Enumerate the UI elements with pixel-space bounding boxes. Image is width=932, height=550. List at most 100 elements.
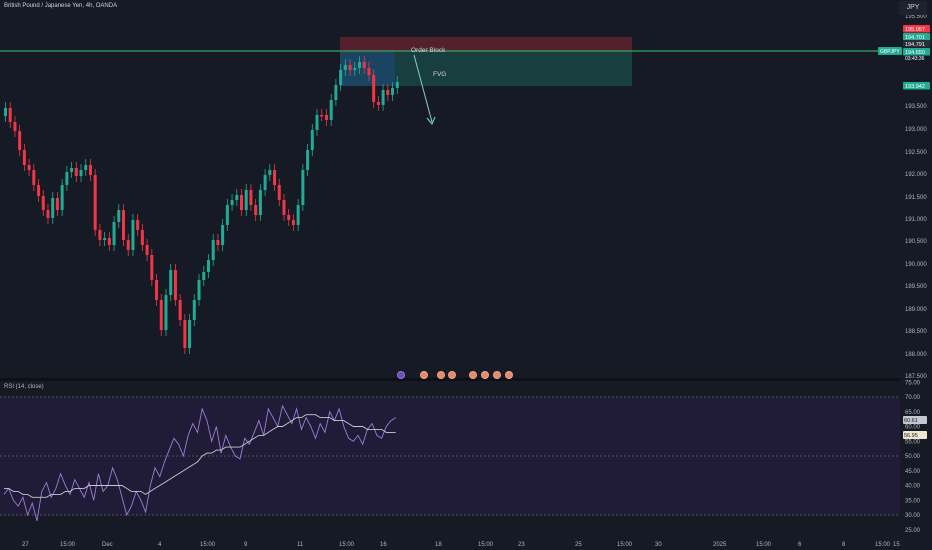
candle[interactable] (65, 172, 69, 185)
candle[interactable] (202, 272, 206, 280)
event-flag-icon[interactable] (420, 371, 428, 379)
candle[interactable] (273, 170, 277, 185)
candle[interactable] (216, 240, 220, 245)
candle[interactable] (131, 220, 135, 250)
currency-button[interactable]: JPY (899, 1, 927, 15)
event-flag-icon[interactable] (437, 371, 445, 379)
candle[interactable] (339, 70, 343, 85)
candle[interactable] (291, 220, 295, 225)
candle[interactable] (88, 165, 92, 175)
projection-arrow[interactable] (413, 54, 433, 123)
event-flag-icon[interactable] (493, 371, 501, 379)
candle[interactable] (41, 196, 45, 210)
candle[interactable] (320, 115, 324, 117)
candle[interactable] (145, 245, 149, 255)
candle[interactable] (324, 115, 328, 120)
candle[interactable] (103, 238, 107, 240)
candle[interactable] (178, 300, 182, 320)
candle[interactable] (263, 175, 267, 190)
candle[interactable] (240, 195, 243, 210)
event-flag-icon[interactable] (448, 371, 456, 379)
candle[interactable] (367, 68, 371, 75)
candle[interactable] (112, 222, 116, 245)
candle[interactable] (277, 185, 281, 200)
candle[interactable] (140, 230, 144, 245)
event-flag-icon[interactable] (505, 371, 513, 379)
candle[interactable] (107, 238, 111, 245)
rsi-ma-line[interactable] (4, 414, 396, 498)
candle[interactable] (386, 90, 390, 95)
candle[interactable] (192, 300, 196, 320)
candle[interactable] (117, 210, 121, 222)
candle[interactable] (381, 90, 385, 105)
candle[interactable] (358, 62, 361, 68)
price-axis[interactable] (900, 0, 932, 550)
rsi-line[interactable] (3, 404, 397, 522)
symbol-title[interactable]: British Pound / Japanese Yen, 4h, OANDA (4, 3, 118, 9)
candle[interactable] (150, 255, 154, 280)
candle[interactable] (22, 150, 26, 165)
candle[interactable] (296, 205, 300, 225)
candle[interactable] (98, 230, 102, 240)
candle[interactable] (315, 115, 319, 130)
candle[interactable] (343, 65, 347, 70)
candle[interactable] (55, 198, 59, 210)
candle[interactable] (197, 280, 201, 300)
rsi-indicator-title[interactable]: RSI (14, close) (4, 384, 44, 390)
candle[interactable] (46, 210, 50, 218)
candle[interactable] (395, 82, 399, 88)
event-dividend-icon[interactable] (397, 371, 405, 379)
candle[interactable] (126, 240, 130, 250)
candle[interactable] (372, 75, 376, 102)
candle[interactable] (268, 170, 272, 175)
candle[interactable] (37, 185, 41, 196)
candle[interactable] (32, 170, 36, 185)
candle[interactable] (362, 62, 366, 68)
candle[interactable] (169, 270, 173, 295)
pane-separator[interactable] (0, 378, 932, 381)
candle[interactable] (155, 280, 159, 300)
candle[interactable] (79, 170, 83, 176)
candle[interactable] (60, 185, 64, 210)
candle[interactable] (306, 150, 310, 170)
candle[interactable] (221, 225, 225, 245)
candle[interactable] (51, 198, 55, 218)
candle[interactable] (74, 168, 78, 176)
candle[interactable] (183, 320, 187, 348)
candle[interactable] (254, 205, 258, 215)
candle[interactable] (93, 175, 97, 230)
candle[interactable] (258, 190, 262, 215)
candle[interactable] (206, 260, 210, 272)
candle[interactable] (4, 108, 7, 116)
candle[interactable] (301, 170, 305, 205)
time-axis[interactable] (0, 537, 932, 550)
candle[interactable] (18, 131, 22, 150)
candle[interactable] (164, 295, 168, 330)
candle[interactable] (334, 85, 338, 100)
candle[interactable] (353, 68, 357, 70)
order-block-zone[interactable] (340, 37, 632, 52)
candle[interactable] (391, 88, 395, 95)
candle[interactable] (70, 168, 74, 172)
candle[interactable] (244, 190, 248, 210)
candle[interactable] (136, 220, 140, 230)
candle[interactable] (188, 320, 192, 348)
candle[interactable] (287, 215, 291, 220)
candle[interactable] (235, 195, 239, 200)
candle[interactable] (8, 108, 12, 122)
candle[interactable] (173, 270, 177, 300)
candle[interactable] (329, 100, 333, 120)
candle[interactable] (13, 122, 17, 131)
candle[interactable] (282, 200, 286, 215)
candle[interactable] (230, 200, 234, 205)
candle[interactable] (84, 165, 88, 170)
candle[interactable] (310, 130, 314, 150)
fvg-zone[interactable] (340, 52, 632, 86)
candle[interactable] (225, 205, 229, 225)
candle[interactable] (27, 165, 31, 170)
candle[interactable] (159, 300, 163, 330)
candle[interactable] (211, 240, 215, 260)
event-flag-icon[interactable] (469, 371, 477, 379)
